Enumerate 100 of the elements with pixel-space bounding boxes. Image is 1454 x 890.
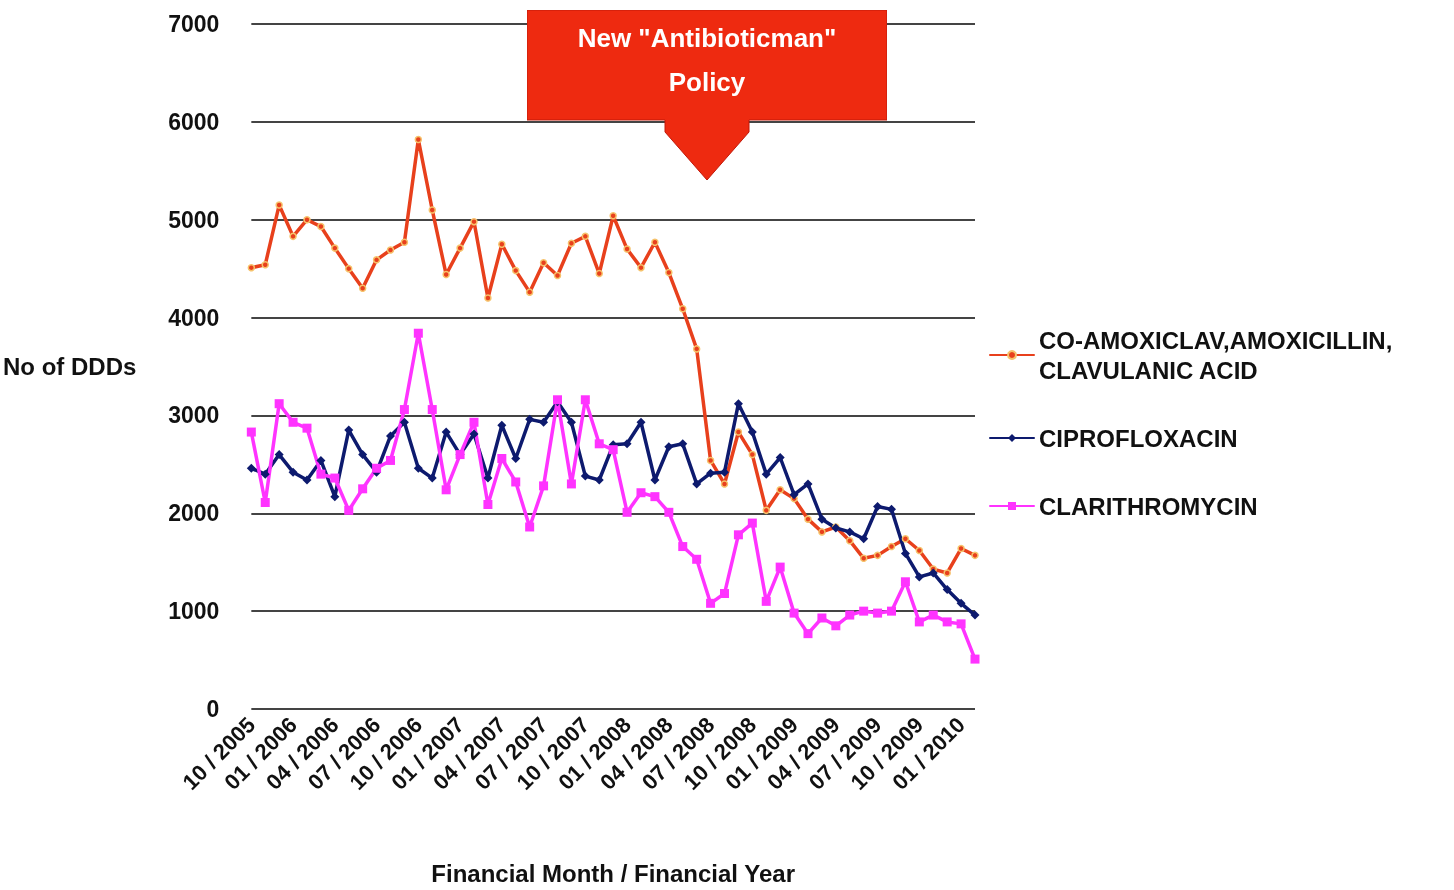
point xyxy=(385,455,395,465)
point xyxy=(761,469,771,479)
point xyxy=(873,501,883,511)
y-tick-label: 4000 xyxy=(168,304,220,331)
point xyxy=(345,264,353,273)
point xyxy=(344,505,354,515)
point xyxy=(845,610,855,620)
y-tick-label: 6000 xyxy=(168,108,220,135)
point xyxy=(733,530,743,540)
point xyxy=(971,551,979,560)
point xyxy=(525,288,534,296)
point xyxy=(511,477,521,487)
legend-label: CLARITHROMYCIN xyxy=(1039,492,1258,520)
point xyxy=(566,479,576,489)
point xyxy=(692,479,702,489)
point xyxy=(483,499,493,509)
point xyxy=(441,427,451,437)
point xyxy=(817,613,827,623)
point xyxy=(317,222,325,231)
y-tick-label: 3000 xyxy=(168,402,220,429)
point xyxy=(622,439,632,449)
point xyxy=(566,417,576,427)
point xyxy=(609,212,617,220)
point xyxy=(803,629,813,639)
point xyxy=(484,294,492,302)
point xyxy=(720,480,729,488)
point xyxy=(594,475,604,485)
point xyxy=(887,542,896,551)
point xyxy=(302,423,312,433)
point xyxy=(914,572,924,582)
point xyxy=(470,217,478,226)
point xyxy=(720,589,729,599)
point xyxy=(498,240,506,248)
point xyxy=(413,328,423,338)
point xyxy=(469,417,479,427)
point xyxy=(914,617,924,627)
point xyxy=(706,598,716,608)
point xyxy=(539,481,549,491)
point xyxy=(413,463,423,473)
point xyxy=(428,206,436,214)
point xyxy=(372,256,381,264)
point xyxy=(260,498,270,508)
point xyxy=(469,429,479,439)
point xyxy=(385,431,395,441)
point xyxy=(734,428,743,436)
y-tick-label: 1000 xyxy=(168,598,220,625)
point xyxy=(567,239,576,247)
point xyxy=(664,442,674,452)
point xyxy=(302,475,312,485)
point xyxy=(900,577,910,587)
point xyxy=(678,439,688,449)
point xyxy=(664,507,674,517)
y-tick-label: 7000 xyxy=(168,11,220,37)
point xyxy=(747,518,757,528)
point xyxy=(970,610,980,620)
point xyxy=(595,269,603,278)
y-tick-label: 5000 xyxy=(168,206,220,233)
point xyxy=(692,345,701,353)
point xyxy=(873,551,882,560)
point xyxy=(622,507,632,517)
point xyxy=(399,417,409,427)
point xyxy=(776,486,784,494)
point xyxy=(553,271,562,280)
point xyxy=(789,608,799,618)
point xyxy=(400,238,409,246)
point xyxy=(246,427,256,437)
point xyxy=(581,232,590,241)
point xyxy=(512,266,520,275)
point xyxy=(650,492,660,502)
y-axis-title: No of DDDs xyxy=(3,353,137,380)
point xyxy=(399,405,409,415)
point xyxy=(330,473,340,483)
point xyxy=(942,617,952,627)
point xyxy=(859,554,868,563)
point xyxy=(775,453,785,463)
point xyxy=(331,244,339,252)
point xyxy=(970,654,980,664)
point xyxy=(651,238,659,246)
point xyxy=(316,469,326,479)
point xyxy=(761,596,771,606)
point xyxy=(873,608,883,618)
point xyxy=(859,534,869,544)
point xyxy=(887,504,896,514)
point xyxy=(846,536,854,545)
point xyxy=(804,515,812,523)
point xyxy=(789,490,799,500)
point xyxy=(539,259,548,267)
point xyxy=(289,232,297,241)
point xyxy=(803,479,813,489)
point xyxy=(942,585,952,595)
point xyxy=(288,467,298,477)
point xyxy=(817,514,827,524)
point xyxy=(316,455,326,465)
point xyxy=(928,568,938,578)
point xyxy=(274,399,284,409)
point xyxy=(720,467,729,477)
point xyxy=(497,453,507,463)
point xyxy=(427,405,437,415)
point xyxy=(706,456,715,465)
point xyxy=(678,542,688,552)
